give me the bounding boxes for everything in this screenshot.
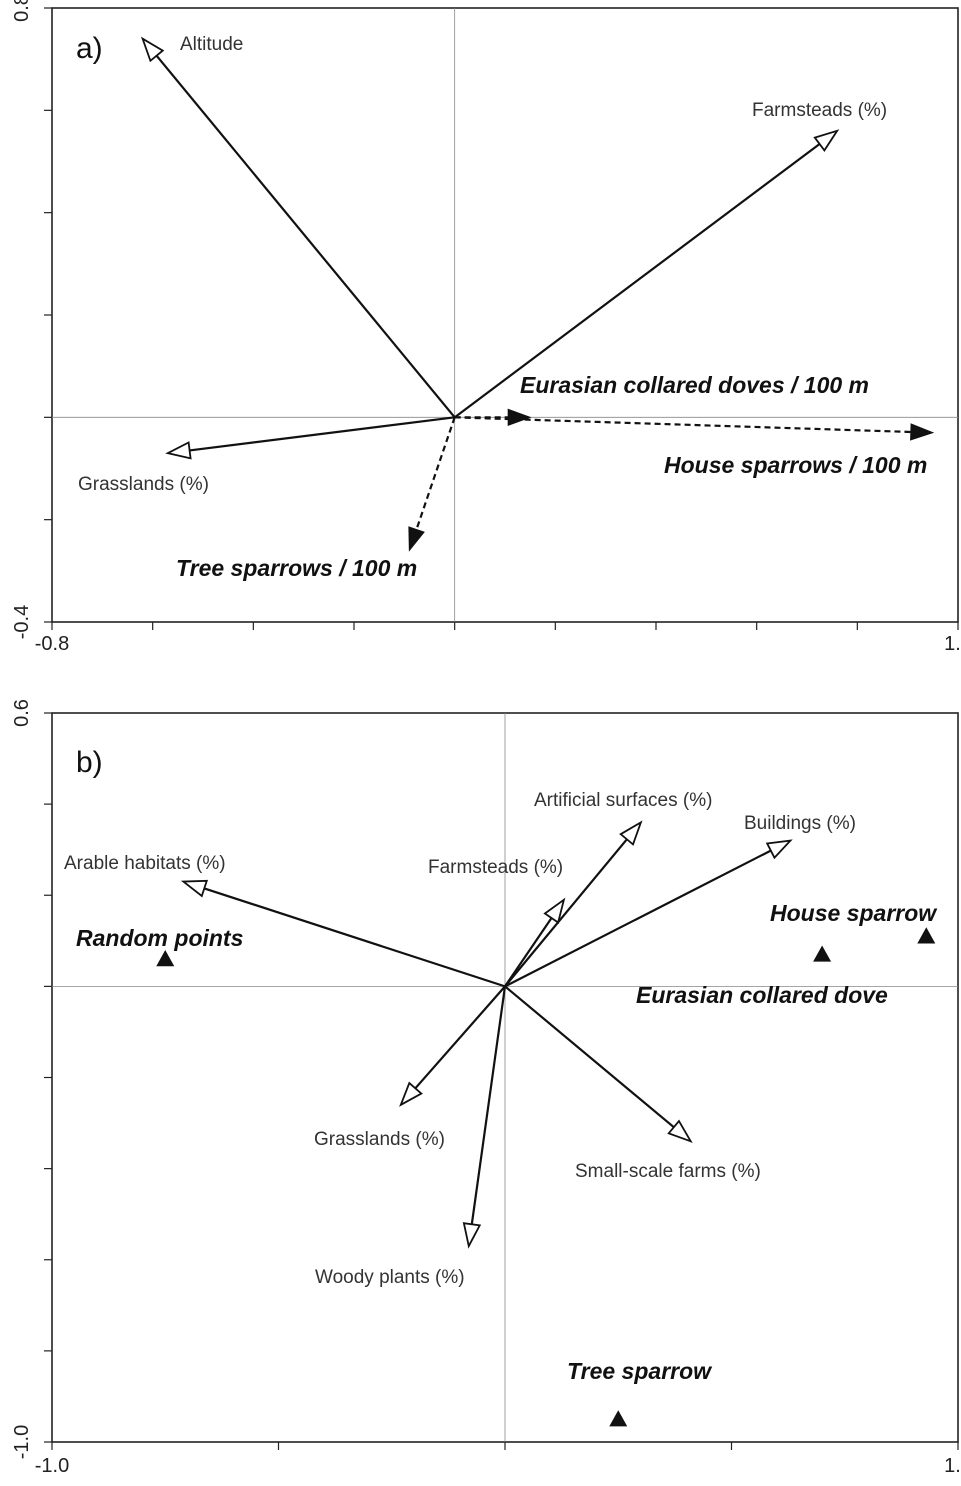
env-vector-small-scale-farms-arrowhead (667, 1119, 693, 1143)
env-vector-farmsteads-label: Farmsteads (%) (752, 100, 887, 121)
species-vector-house-sparrows-100-m (454, 416, 911, 434)
species-vector-eurasian-collared-doves-100-m-arrowhead (507, 408, 532, 427)
species-vector-tree-sparrows-100-m-arrowhead (408, 526, 425, 552)
species-vector-house-sparrows-100-m-arrowhead (910, 423, 935, 441)
env-vector-farmsteads-arrowhead (813, 129, 840, 152)
species-point-eurasian-collared-dove-label: Eurasian collared dove (636, 982, 888, 1008)
env-vector-altitude (155, 54, 456, 419)
env-vector-buildings-label: Buildings (%) (744, 813, 856, 834)
env-vector-farmsteads-label: Farmsteads (%) (428, 857, 563, 878)
species-point-house-sparrow-label: House sparrow (770, 900, 938, 926)
y-tick-label: 0.8 (11, 0, 33, 22)
env-vector-grasslands (189, 416, 455, 452)
env-vector-grasslands-label: Grasslands (%) (78, 474, 209, 495)
env-vector-grasslands-label: Grasslands (%) (314, 1129, 445, 1150)
env-vector-arable-habitats (203, 887, 506, 988)
species-point-house-sparrow (917, 927, 936, 944)
panel-label: a) (76, 32, 103, 65)
species-point-random-points (156, 950, 175, 967)
species-point-tree-sparrow (609, 1410, 628, 1427)
species-point-random-points-label: Random points (76, 925, 243, 951)
env-vector-artificial-surfaces-label: Artificial surfaces (%) (534, 790, 712, 811)
species-vector-tree-sparrows-100-m (415, 416, 456, 530)
y-tick-label: -1.0 (11, 1425, 33, 1459)
y-tick-label: 0.6 (11, 699, 33, 727)
env-vector-artificial-surfaces (504, 838, 628, 988)
panel-label: b) (76, 746, 103, 779)
env-vector-farmsteads (504, 917, 553, 987)
env-vector-small-scale-farms (504, 985, 675, 1129)
species-vector-tree-sparrows-100-m-label: Tree sparrows / 100 m (176, 555, 417, 581)
env-vector-woody-plants-arrowhead (462, 1222, 482, 1249)
env-vector-woody-plants (470, 986, 507, 1225)
env-vector-altitude-arrowhead (140, 36, 165, 63)
species-point-eurasian-collared-dove (813, 945, 832, 962)
panel-b: -1.0 1.0 0.6 -1.0 b) Arable habitats (%) Farms… (11, 699, 961, 1477)
env-vector-grasslands-arrowhead (165, 441, 192, 460)
env-vector-buildings-arrowhead (765, 839, 793, 860)
species-vector-eurasian-collared-doves-100-m-label: Eurasian collared doves / 100 m (520, 372, 869, 398)
env-vector-farmsteads (454, 143, 821, 419)
x-tick-label: -0.8 (35, 633, 69, 655)
species-vector-house-sparrows-100-m-label: House sparrows / 100 m (664, 452, 927, 478)
env-vector-arable-habitats-label: Arable habitats (%) (64, 853, 226, 874)
env-vector-arable-habitats-arrowhead (180, 879, 209, 898)
env-vector-small-scale-farms-label: Small-scale farms (%) (575, 1161, 761, 1182)
panel-a: -0.8 1.0 0.8 -0.4 a) Altitude Farmsteads (%) Gr… (11, 0, 961, 655)
x-tick-label: 1.0 (944, 633, 961, 655)
species-point-tree-sparrow-label: Tree sparrow (567, 1358, 713, 1384)
env-vector-artificial-surfaces-arrowhead (619, 820, 643, 846)
env-vector-woody-plants-label: Woody plants (%) (315, 1267, 465, 1288)
env-vector-grasslands (414, 985, 506, 1090)
y-tick-label: -0.4 (11, 605, 33, 639)
env-vector-buildings (504, 849, 772, 988)
x-tick-label: -1.0 (35, 1455, 69, 1477)
env-vector-altitude-label: Altitude (180, 34, 243, 55)
x-tick-label: 1.0 (944, 1455, 961, 1477)
